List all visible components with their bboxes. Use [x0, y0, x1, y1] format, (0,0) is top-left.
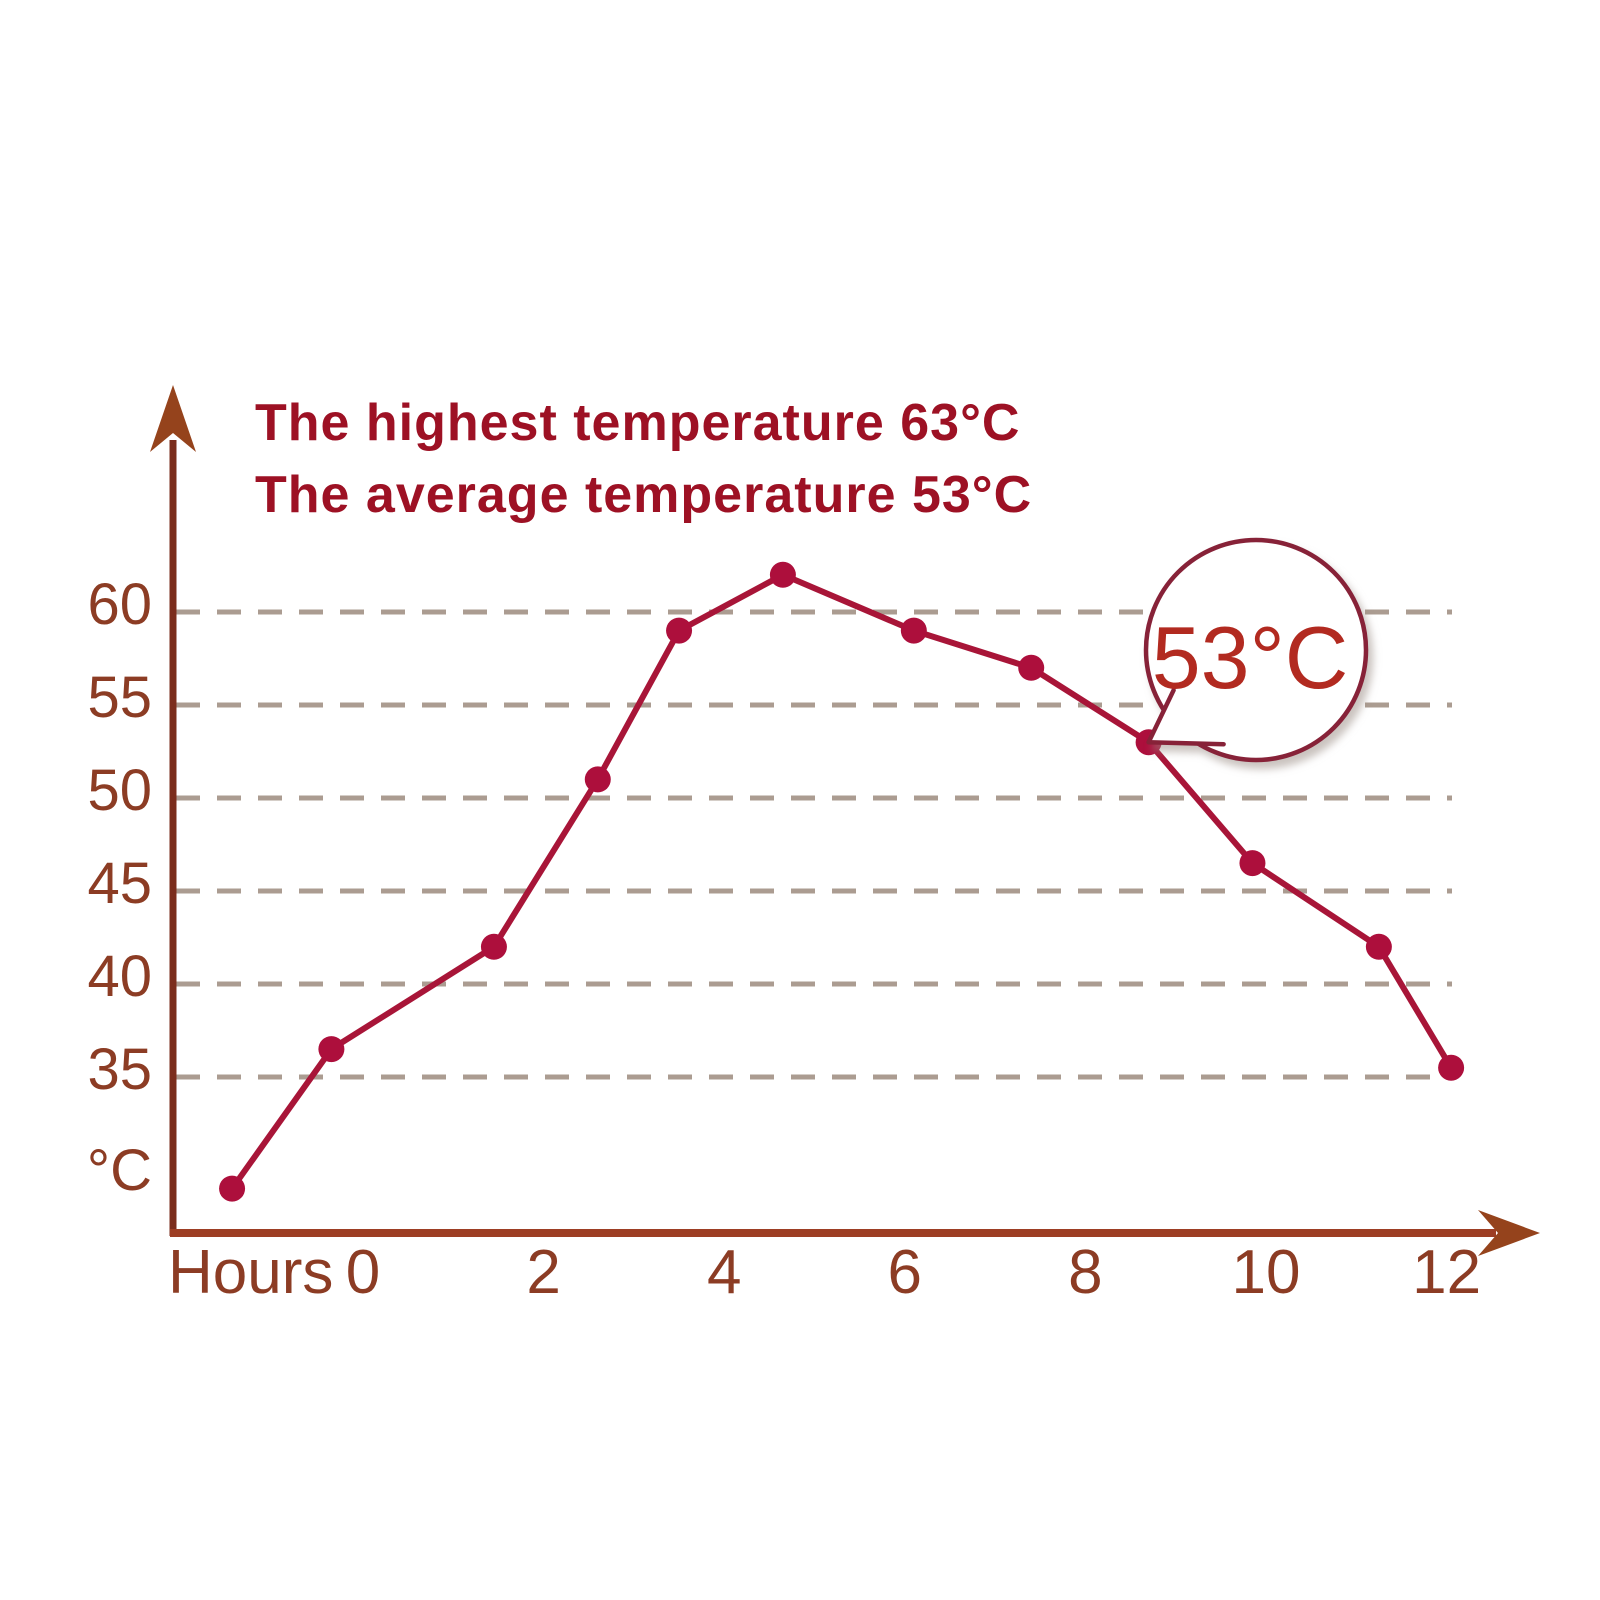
- y-tick-label: 40: [87, 944, 152, 1009]
- data-point: [1239, 850, 1266, 877]
- chart-title-line1: The highest temperature 63°C: [255, 394, 1020, 452]
- x-axis-title: Hours: [168, 1238, 333, 1307]
- callout-bubble: 53°C: [1143, 537, 1369, 763]
- data-point: [1438, 1054, 1465, 1081]
- data-point: [480, 933, 507, 960]
- x-tick-label: 8: [1068, 1238, 1102, 1307]
- tick-labels-group: 60 55 50 45 40 35 0 2 4 6 8 10 12: [87, 572, 1481, 1307]
- x-tick-label: 12: [1412, 1238, 1481, 1307]
- y-tick-label: 35: [87, 1037, 152, 1102]
- callout-tail-line: [1146, 687, 1176, 745]
- data-point: [769, 561, 796, 588]
- data-point: [666, 617, 693, 644]
- gridlines-group: [176, 609, 1452, 1080]
- x-tick-label: 4: [707, 1238, 741, 1307]
- data-point: [219, 1175, 246, 1202]
- x-tick-label: 0: [346, 1238, 380, 1307]
- data-point: [1018, 654, 1045, 681]
- callout-tail-line: [1146, 739, 1226, 747]
- chart-title-line2: The average temperature 53°C: [255, 466, 1032, 524]
- x-tick-label: 2: [526, 1238, 560, 1307]
- data-point: [1365, 933, 1392, 960]
- series-group: [219, 561, 1465, 1202]
- data-point: [584, 766, 611, 793]
- x-tick-label: 6: [888, 1238, 922, 1307]
- y-tick-label: 45: [87, 851, 152, 916]
- y-tick-label: 50: [87, 758, 152, 823]
- callout-tail: [1146, 687, 1226, 747]
- y-tick-label: 55: [87, 665, 152, 730]
- data-point: [900, 617, 927, 644]
- y-axis-unit-label: °C: [87, 1138, 152, 1203]
- y-axis-arrowhead-icon: [150, 385, 196, 452]
- data-point: [318, 1036, 345, 1063]
- callout-label: 53°C: [1152, 608, 1349, 707]
- callout-circle: [1143, 537, 1369, 763]
- x-tick-label: 10: [1232, 1238, 1301, 1307]
- temperature-line: [229, 571, 1455, 1192]
- y-tick-label: 60: [87, 572, 152, 637]
- x-axis-arrowhead-icon: [1478, 1210, 1540, 1256]
